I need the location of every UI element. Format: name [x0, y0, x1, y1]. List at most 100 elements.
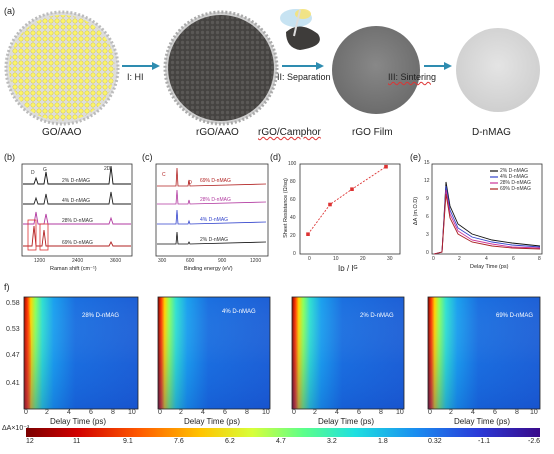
d-ytick-0: 0	[293, 251, 296, 257]
panel-d-scatter-plot	[299, 163, 401, 255]
m3-xt10: 10	[396, 409, 404, 416]
sheet-resistance-point	[350, 187, 354, 191]
cb-tick-8: 0.32	[428, 438, 442, 445]
arrow-step-3	[424, 62, 452, 70]
xps-xtick-3: 900	[218, 258, 227, 264]
raman-xlabel: Raman shift (cm⁻¹)	[50, 266, 97, 272]
m4-xt8: 8	[515, 409, 519, 416]
f-ytick-053: 0.53	[6, 326, 20, 333]
m4-xt4: 4	[471, 409, 475, 416]
e-legend-2: 2% D-nMAG	[500, 168, 529, 174]
xps-xlabel: Binding energy (eV)	[184, 266, 233, 272]
m3-xt0: 0	[292, 409, 296, 416]
sheet-resistance-point	[306, 232, 310, 236]
xps-legend-28: 28% D-nMAG	[200, 197, 231, 203]
cb-tick-5: 4.7	[276, 438, 286, 445]
d-ytick-60: 60	[290, 197, 296, 203]
e-ytick-3: 3	[426, 232, 429, 238]
e-xtick-8: 8	[538, 256, 541, 262]
f-ytick-041: 0.41	[6, 380, 20, 387]
raman-xtick-2: 2400	[72, 258, 84, 264]
ta-map-2	[291, 296, 405, 410]
m3-xt6: 6	[357, 409, 361, 416]
peak-2d-label: 2D	[104, 166, 111, 172]
ta-map-28	[23, 296, 139, 410]
xps-legend-2: 2% D-nMAG	[200, 237, 229, 243]
ta-map-4-label: 4% D-nMAG	[222, 309, 256, 315]
panel-a-illustration	[4, 9, 540, 126]
cb-tick-4: 6.2	[225, 438, 235, 445]
panel-f-tag: f)	[4, 282, 10, 292]
m2-xt6: 6	[223, 409, 227, 416]
xps-legend-4: 4% D-nMAG	[200, 217, 229, 223]
panel-d-tag: (d)	[270, 152, 281, 162]
d-xtick-20: 20	[360, 256, 366, 262]
d-nmag-disc	[456, 28, 540, 112]
m4-xt2: 2	[449, 409, 453, 416]
cb-tick-3: 7.6	[174, 438, 184, 445]
d-ytick-20: 20	[290, 233, 296, 239]
m2-xt2: 2	[179, 409, 183, 416]
m1-xt8: 8	[111, 409, 115, 416]
xps-xtick-4: 1200	[250, 258, 262, 264]
arrow-step-2	[282, 62, 324, 70]
panel-b-tag: (b)	[4, 152, 15, 162]
m1-xt4: 4	[67, 409, 71, 416]
arrow-step-1	[122, 62, 160, 70]
d-ytick-80: 80	[290, 179, 296, 185]
e-xtick-4: 4	[485, 256, 488, 262]
d-ytick-40: 40	[290, 215, 296, 221]
m1-xt0: 0	[24, 409, 28, 416]
f-ytick-058: 0.58	[6, 300, 20, 307]
map4-xlabel: Delay Time (ps)	[454, 417, 511, 426]
go-aao-disc	[4, 10, 120, 126]
m2-xt10: 10	[262, 409, 270, 416]
m4-xt0: 0	[428, 409, 432, 416]
m1-xt10: 10	[128, 409, 136, 416]
e-ytick-6: 6	[426, 214, 429, 220]
panel-c-tag: (c)	[142, 152, 153, 162]
rgo-film-disc	[332, 26, 420, 114]
cb-tick-1: 11	[73, 438, 81, 445]
m2-xt0: 0	[158, 409, 162, 416]
colorbar-label: ΔA×10⁻³	[2, 425, 30, 432]
sheet-resistance-point	[384, 164, 388, 169]
panel-b-raman-plot	[21, 163, 133, 257]
label-d-nmag: D-nMAG	[472, 127, 511, 138]
colorbar	[26, 428, 540, 437]
sheet-resistance-point	[328, 202, 332, 207]
m4-xt6: 6	[493, 409, 497, 416]
colorbar-ticks: 12 11 9.1 7.6 6.2 4.7 3.2 1.8 0.32 -1.1 …	[0, 438, 554, 450]
e-legend-28: 28% D-nMAG	[500, 180, 531, 186]
m3-xt2: 2	[313, 409, 317, 416]
cb-tick-9: -1.1	[478, 438, 491, 445]
panel-e-kinetics-plot	[431, 163, 543, 255]
map1-xlabel: Delay Time (ps)	[50, 417, 107, 426]
cb-tick-7: 1.8	[378, 438, 388, 445]
xps-xtick-1: 300	[158, 258, 167, 264]
panel-a-tag: (a)	[4, 6, 15, 16]
step-3-label: III: Sintering	[388, 72, 437, 82]
peak-g-label: G	[43, 167, 47, 173]
panel-d-xlabel: Iᴅ / Iᴳ	[338, 264, 358, 273]
ta-map-28-label: 28% D-nMAG	[82, 313, 120, 319]
d-xtick-10: 10	[333, 256, 339, 262]
cb-tick-0: 12	[26, 438, 34, 445]
cb-tick-2: 9.1	[123, 438, 133, 445]
step-2-label: II: Separation	[277, 72, 331, 82]
panel-e-xlabel: Delay Time (ps)	[470, 264, 509, 270]
xps-xtick-2: 600	[186, 258, 195, 264]
panel-d-ylabel: Sheet Resistance (Ω/sq)	[282, 178, 289, 238]
step-1-label: I: HI	[127, 72, 144, 82]
f-ytick-047: 0.47	[6, 352, 20, 359]
raman-legend-28: 28% D-nMAG	[62, 218, 93, 224]
xps-peak-o: O	[188, 180, 192, 186]
e-ytick-15: 15	[424, 160, 430, 166]
m1-xt6: 6	[89, 409, 93, 416]
map3-xlabel: Delay Time (ps)	[318, 417, 375, 426]
ta-map-69-label: 69% D-nMAG	[496, 313, 534, 319]
e-legend-69: 69% D-nMAG	[500, 186, 531, 192]
ta-map-4	[157, 296, 271, 410]
ta-map-2-label: 2% D-nMAG	[360, 313, 394, 319]
camphor-separation-icon	[280, 9, 320, 50]
